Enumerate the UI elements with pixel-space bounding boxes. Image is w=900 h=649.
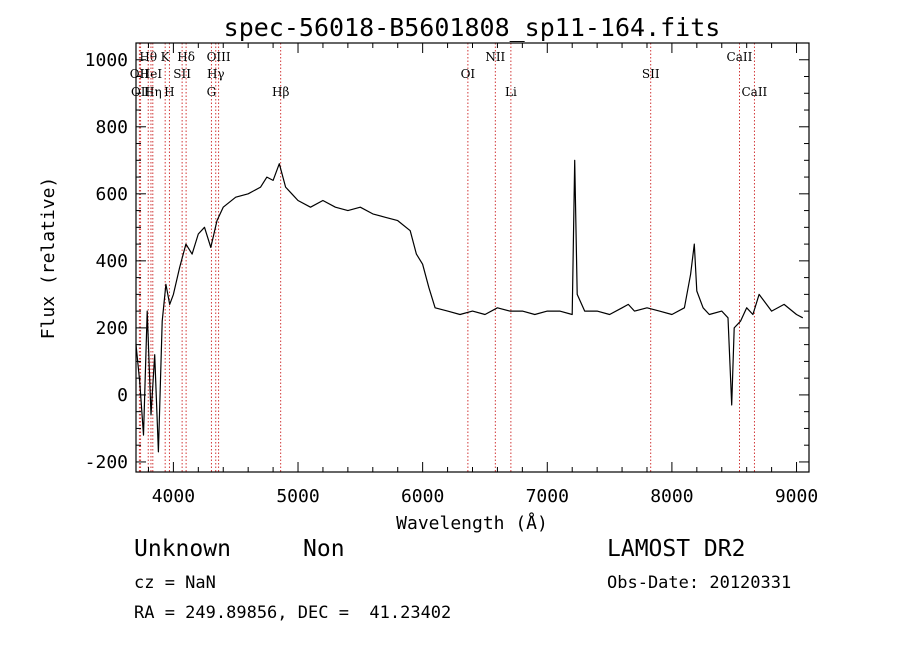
y-tick-label: -200 (85, 452, 128, 473)
x-tick-label: 9000 (775, 486, 818, 507)
coordinates-text: RA = 249.89856, DEC = 41.23402 (134, 603, 452, 623)
x-tick-label: 7000 (526, 486, 569, 507)
axis-ticks: 4000 5000 6000 7000 8000 9000 -200 0 200 400 600 80… (85, 42, 818, 507)
marker-label: G (207, 85, 217, 99)
obs-date-text: Obs-Date: 20120331 (607, 573, 792, 593)
x-tick-label: 6000 (401, 486, 444, 507)
marker-label: Hβ (272, 85, 289, 99)
marker-label: CaII (741, 85, 767, 99)
marker-label: Hη (144, 85, 162, 99)
y-tick-label: 0 (117, 385, 128, 406)
spectrum-line (135, 159, 804, 453)
plot-frame (135, 42, 810, 473)
redshift-text: cz = NaN (134, 573, 216, 593)
x-tick-label: 8000 (650, 486, 693, 507)
y-tick-label: 600 (95, 184, 128, 205)
object-class: Unknown (134, 536, 231, 562)
marker-label: HeI (140, 67, 163, 81)
marker-label: SII (173, 67, 191, 81)
marker-label: Hθ (139, 50, 157, 64)
x-tick-label: 4000 (152, 486, 195, 507)
marker-label: Hδ (177, 50, 195, 64)
marker-label: Li (505, 85, 517, 99)
marker-label: H (164, 85, 174, 99)
x-tick-label: 5000 (276, 486, 319, 507)
x-axis-label: Wavelength (Å) (396, 512, 548, 534)
marker-label: OII (130, 67, 150, 81)
chart-title: spec-56018-B5601808_sp11-164.fits (224, 13, 721, 42)
object-subclass: Non (303, 536, 345, 562)
marker-label: Hγ (207, 67, 225, 81)
y-tick-label: 200 (95, 318, 128, 339)
marker-label: CaII (727, 50, 753, 64)
y-tick-label: 1000 (85, 50, 128, 71)
marker-label: OIII (207, 50, 231, 64)
marker-label: K (161, 50, 171, 64)
marker-label: OI (461, 67, 476, 81)
y-axis-label: Flux (relative) (38, 177, 59, 340)
marker-label: NII (485, 50, 505, 64)
spectrum-chart: spec-56018-B5601808_sp11-164.fits Hθ OII O… (38, 13, 818, 534)
y-tick-label: 400 (95, 251, 128, 272)
marker-label: SII (642, 67, 660, 81)
survey-name: LAMOST DR2 (607, 536, 746, 562)
y-tick-label: 800 (95, 117, 128, 138)
